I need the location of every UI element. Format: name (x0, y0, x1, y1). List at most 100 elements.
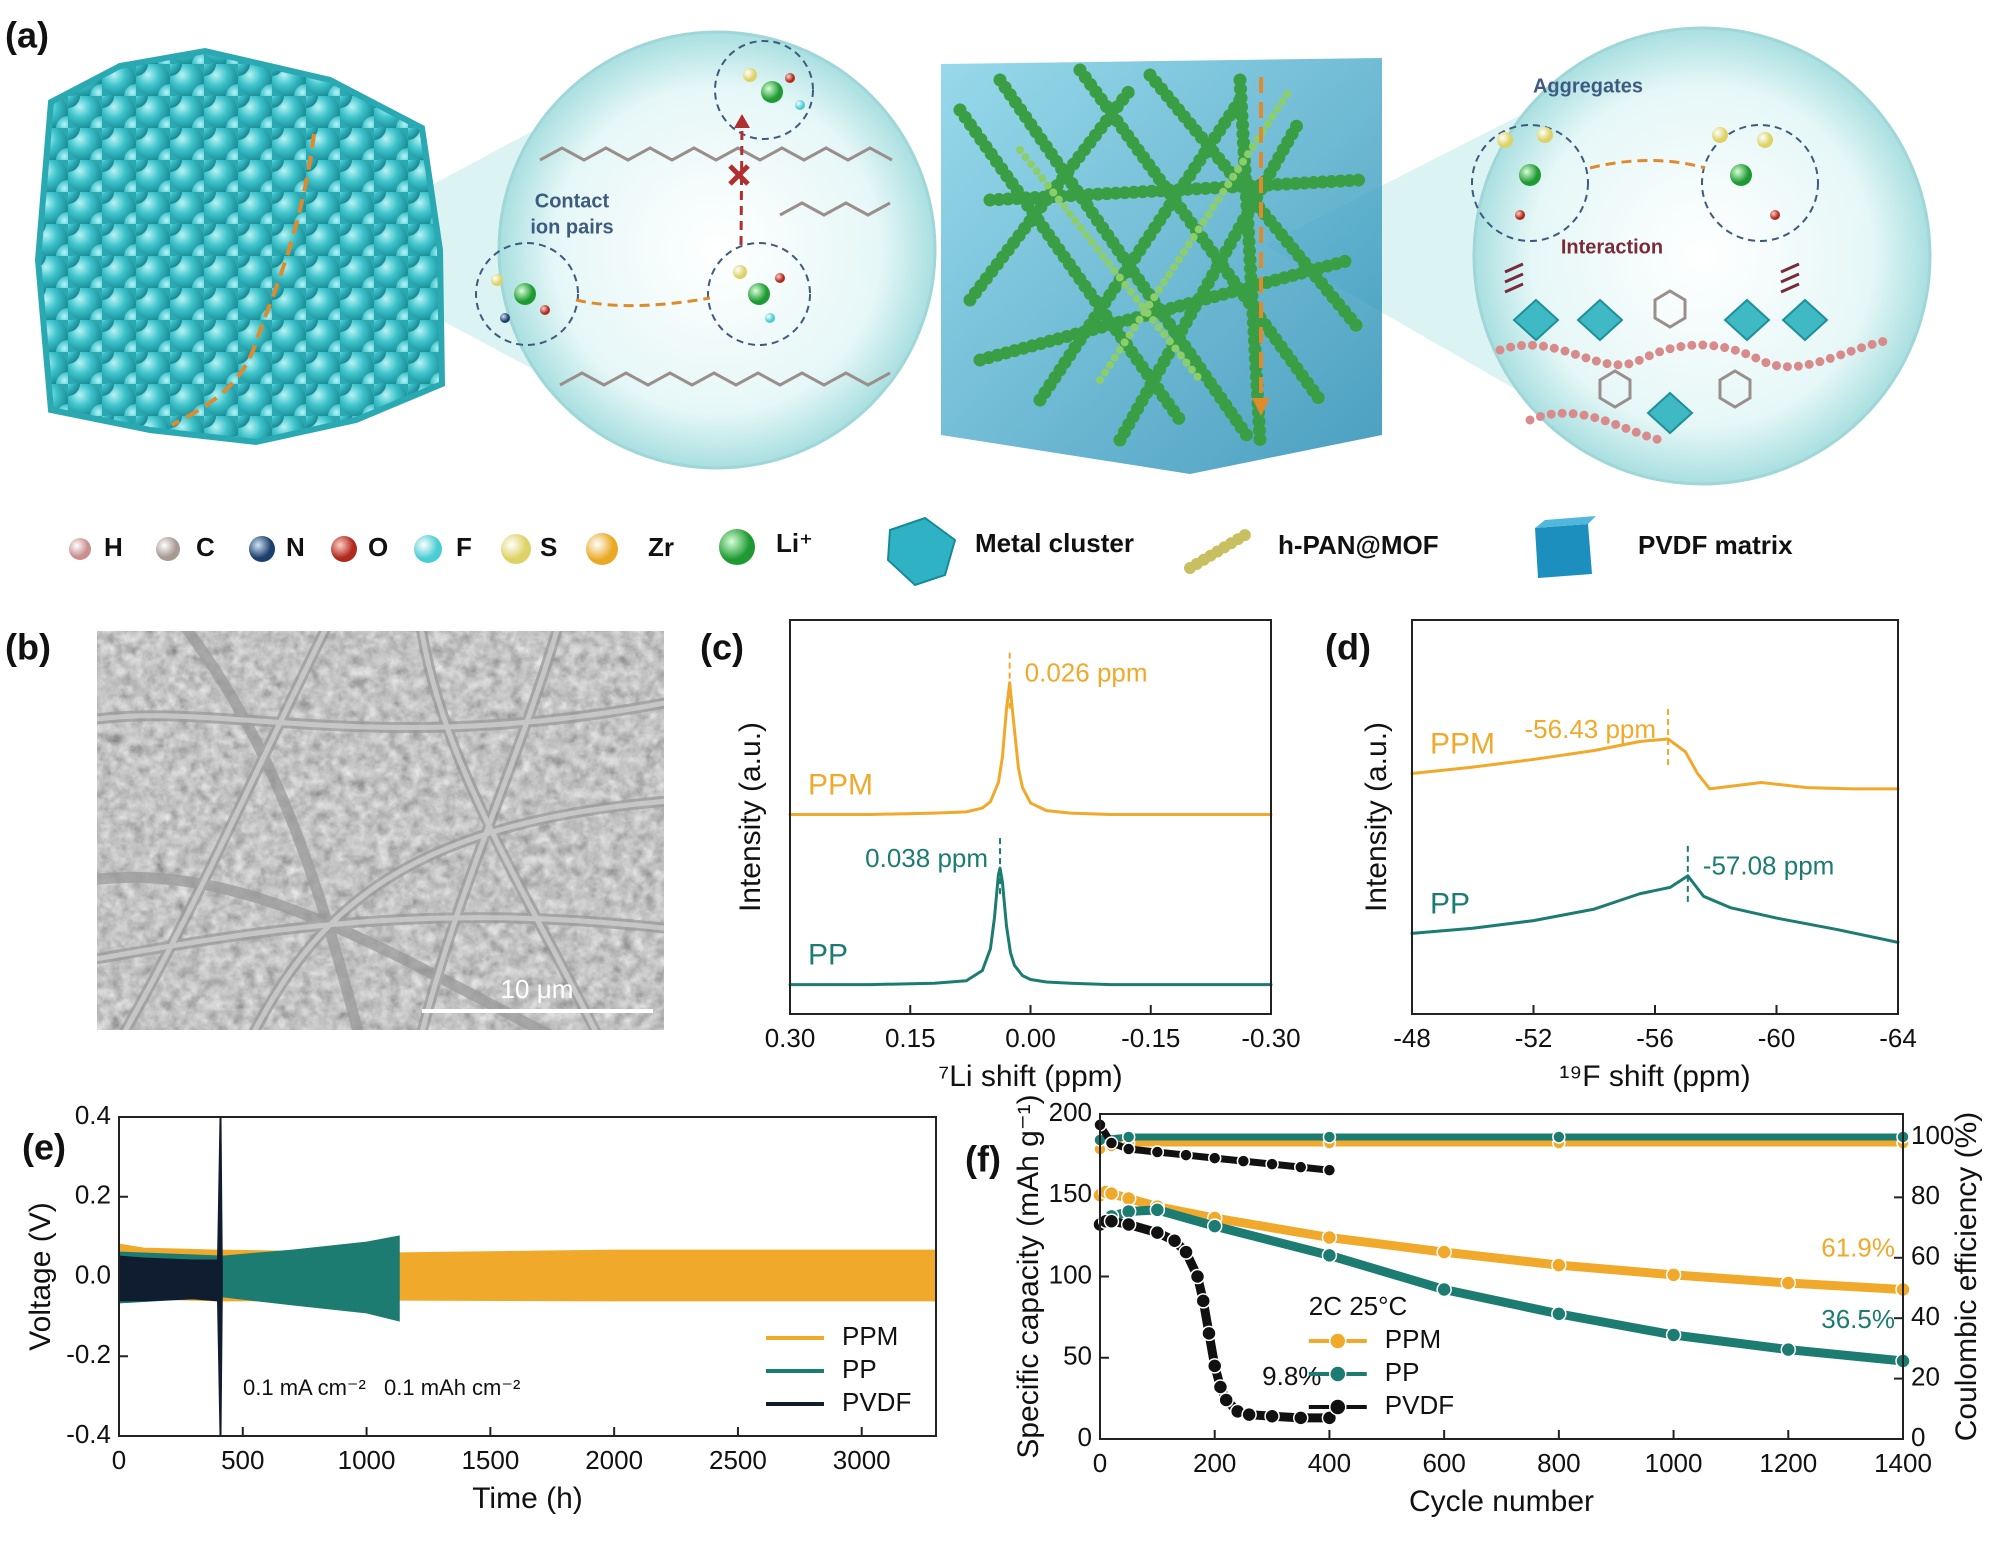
y-tick-label: 0.2 (75, 1180, 111, 1210)
legend-label: Zr (648, 532, 674, 562)
peak-label: 0.038 ppm (865, 843, 988, 873)
x-tick-label: 200 (1193, 1448, 1236, 1478)
x-axis-label: ¹⁹F shift (ppm) (1559, 1060, 1750, 1093)
y2-tick-label: 60 (1911, 1241, 1940, 1271)
data-point (1321, 1410, 1338, 1426)
data-point (1218, 1392, 1234, 1408)
y2-tick-label: 80 (1911, 1180, 1940, 1210)
y2-tick-label: 0 (1911, 1422, 1925, 1452)
legend-label: S (540, 532, 557, 562)
series-label: PPM (1430, 727, 1495, 760)
y-tick-label: -0.4 (66, 1419, 111, 1449)
annotation: Aggregates (1533, 75, 1643, 97)
y2-tick-label: 100 (1911, 1120, 1954, 1150)
data-point (1264, 1408, 1280, 1424)
data-point (1103, 1185, 1120, 1202)
peak-label: -57.08 ppm (1703, 851, 1835, 881)
data-point (1178, 1244, 1194, 1260)
panel-a: (a) Contact ion pairs (5, 15, 1932, 587)
panel-b: (b) 10 μm (5, 627, 664, 1030)
chart-panel: (d) -48 -52 -56 -60 -64 ¹⁹F shift (ppm) Intensi… (1325, 619, 1917, 1093)
data-point (1236, 1154, 1251, 1168)
series-line (1095, 1187, 1908, 1294)
series-label: PPM (808, 768, 873, 801)
x-tick-label: 0.30 (765, 1023, 816, 1053)
ion-path (171, 133, 316, 427)
x-tick-label: 1400 (1874, 1448, 1932, 1478)
data-point (1149, 1224, 1166, 1241)
legend-label: C (196, 532, 215, 562)
data-point (1293, 1410, 1309, 1426)
data-point (1241, 1406, 1257, 1423)
annotation: 0.1 mA cm⁻² (243, 1375, 366, 1400)
x-tick-label: 800 (1537, 1448, 1580, 1478)
y-axis-label: Intensity (a.u.) (1360, 722, 1393, 912)
panel-label: (f) (965, 1139, 1001, 1180)
x-tick-label: 1200 (1759, 1448, 1817, 1478)
y2-tick-label: 40 (1911, 1301, 1940, 1331)
data-point (1121, 1142, 1136, 1156)
x-tick-label: 1000 (338, 1445, 396, 1475)
data-point (1206, 1218, 1223, 1234)
x-tick-label: -52 (1515, 1023, 1553, 1053)
legend-label: PP (1385, 1357, 1420, 1387)
data-point (1780, 1341, 1797, 1358)
data-point (1321, 1247, 1338, 1264)
data-point (1195, 1293, 1211, 1309)
data-point (1265, 1157, 1279, 1171)
panel-label: (e) (22, 1127, 66, 1168)
zoom-circle (1472, 26, 1932, 486)
legend-label: N (286, 532, 305, 562)
x-tick-label: 0.15 (885, 1023, 936, 1053)
peak-label: 0.026 ppm (1025, 658, 1148, 688)
data-point (1322, 1163, 1337, 1177)
series-line (1410, 874, 1900, 944)
legend-label: Li⁺ (776, 528, 813, 558)
series-line (1410, 737, 1900, 791)
x-axis-label: Time (h) (472, 1482, 583, 1515)
x-tick-label: -0.15 (1121, 1023, 1180, 1053)
x-tick-label: 400 (1308, 1448, 1351, 1478)
plot-frame (1411, 619, 1899, 1015)
x-axis-label: ⁷Li shift (ppm) (938, 1060, 1122, 1093)
y-tick-label: 50 (1063, 1341, 1092, 1371)
series-line (1096, 1133, 1907, 1144)
series-line (1096, 1139, 1907, 1153)
x-tick-label: 1000 (1645, 1448, 1703, 1478)
chart-panel: (e) 0 500 1000 1500 2000 2500 3000 -0.4 -0.2 0.0 0.… (22, 1100, 937, 1515)
panel-label: (d) (1325, 627, 1371, 668)
data-point (1179, 1148, 1193, 1162)
condition-label: 2C 25°C (1309, 1291, 1408, 1321)
x-tick-label: 3000 (833, 1445, 891, 1475)
data-point (1665, 1327, 1682, 1343)
panel-label: (b) (5, 627, 51, 668)
data-point (1321, 1229, 1338, 1246)
end-label: 61.9% (1821, 1232, 1895, 1262)
data-point (1551, 1306, 1567, 1322)
plot-frame (789, 619, 1272, 1015)
legend-label: PVDF (1385, 1390, 1454, 1420)
data-point (1103, 1213, 1120, 1229)
y-tick-label: 150 (1049, 1178, 1092, 1208)
data-point (1780, 1275, 1797, 1291)
y-tick-label: 200 (1049, 1097, 1092, 1127)
atom-legend: H C N O F S Zr Li⁺ Metal cluster h-PAN@M… (69, 516, 1793, 587)
data-point (1120, 1203, 1137, 1220)
peak-label: -56.43 ppm (1525, 714, 1657, 744)
legend-label: PVDF (842, 1387, 911, 1417)
y2-axis-label: Coulombic efficiency (%) (1950, 1112, 1983, 1442)
y-axis-label: Intensity (a.u.) (734, 722, 767, 912)
x-tick-label: 0 (112, 1445, 126, 1475)
legend-label: Metal cluster (975, 528, 1134, 558)
legend-label: H (104, 532, 123, 562)
y-tick-label: 0.4 (75, 1100, 111, 1130)
data-point (1552, 1130, 1566, 1144)
y-axis-label: Specific capacity (mAh g⁻¹) (1012, 1094, 1045, 1458)
legend-label: F (456, 532, 472, 562)
y2-tick-label: 20 (1911, 1361, 1940, 1391)
data-point (1149, 1202, 1166, 1218)
data-point (1665, 1267, 1682, 1283)
legend-label: PP (842, 1354, 877, 1384)
series-line (788, 866, 1273, 987)
